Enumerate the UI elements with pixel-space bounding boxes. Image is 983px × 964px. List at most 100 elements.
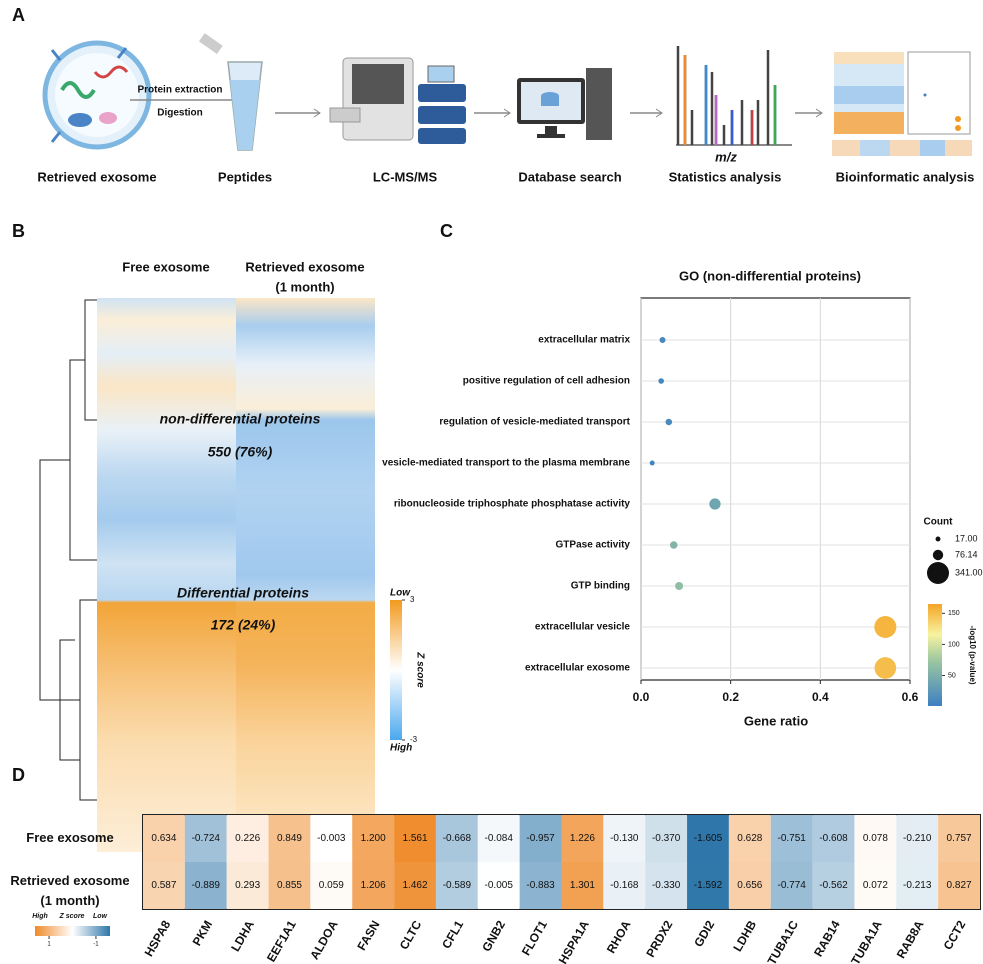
x-tick-label: LDHB — [730, 918, 759, 954]
annotation: Differential proteins — [177, 585, 309, 601]
arrow-label: Digestion — [157, 108, 203, 119]
colorbar-end: Low — [390, 588, 411, 599]
y-tick-label: extracellular matrix — [538, 335, 630, 346]
cell-label: 1.200 — [361, 833, 386, 844]
x-tick-label: 0.0 — [633, 690, 650, 704]
heat-cell — [728, 815, 771, 862]
heat-cell — [645, 862, 688, 909]
cell-label: 0.757 — [947, 833, 972, 844]
x-tick-label: CFL1 — [439, 918, 466, 951]
heat-cell — [603, 815, 646, 862]
colorbar-label: Low — [93, 913, 108, 920]
heat-cell — [603, 862, 646, 909]
y-tick-label: extracellular exosome — [525, 663, 630, 674]
x-tick-label: PKM — [190, 918, 215, 948]
heat-cell — [812, 862, 855, 909]
panel-label: B — [12, 221, 25, 241]
cell-label: -0.608 — [819, 833, 848, 844]
x-tick-label: RHOA — [604, 918, 634, 956]
cell-label: -0.774 — [777, 880, 806, 891]
heat-cell — [352, 862, 395, 909]
y-tick-label: regulation of vesicle-mediated transport — [439, 417, 630, 428]
dot — [658, 378, 664, 384]
size-legend-dot — [935, 536, 941, 542]
heat-cell — [226, 815, 269, 862]
x-tick-label: CCT2 — [941, 918, 969, 952]
cell-label: 0.849 — [277, 833, 302, 844]
heatmap-b — [39, 298, 375, 852]
row-label: (1 month) — [40, 893, 99, 908]
colorbar-tick-label: 150 — [948, 610, 960, 617]
dot — [665, 418, 673, 426]
dot — [659, 337, 666, 343]
x-tick-label: GNB2 — [479, 918, 508, 954]
step-label: Bioinformatic analysis — [836, 169, 975, 184]
x-tick-label: PRDX2 — [643, 918, 675, 960]
y-tick-label: ribonucleoside triphosphate phosphatase … — [394, 499, 631, 510]
panel-label: C — [440, 221, 453, 241]
heat-cell — [519, 862, 562, 909]
cell-label: -0.168 — [610, 880, 639, 891]
heat-cell — [352, 815, 395, 862]
x-tick-label: 0.4 — [812, 690, 829, 704]
dot — [874, 657, 897, 679]
cell-label: 0.293 — [235, 880, 260, 891]
x-tick-label: HSPA8 — [142, 918, 174, 959]
y-tick-label: positive regulation of cell adhesion — [463, 376, 630, 387]
heat-cell — [477, 815, 520, 862]
heat-cell — [310, 862, 353, 909]
column-label: Retrieved exosome — [245, 259, 364, 274]
dot — [649, 460, 655, 466]
heat-cell — [310, 815, 353, 862]
colorbar-end: High — [390, 743, 412, 754]
cell-label: -0.330 — [652, 880, 681, 891]
heat-cell — [143, 862, 185, 909]
cell-label: -1.592 — [694, 880, 723, 891]
heat-cell — [143, 815, 185, 862]
cell-label: 0.587 — [151, 880, 176, 891]
cell-label: 1.301 — [570, 880, 595, 891]
column-label: (1 month) — [275, 279, 334, 294]
cell-label: -0.370 — [652, 833, 681, 844]
colorbar-tick-label: 1 — [47, 942, 51, 948]
cell-label: 1.206 — [361, 880, 386, 891]
cell-label: 0.072 — [863, 880, 888, 891]
heat-cell — [519, 815, 562, 862]
heat-cell — [561, 815, 604, 862]
cell-label: 0.059 — [319, 880, 344, 891]
x-tick-label: LDHA — [228, 918, 257, 954]
heat-cell — [226, 862, 269, 909]
cell-label: -0.589 — [443, 880, 472, 891]
colorbar — [35, 926, 110, 936]
cell-label: -0.003 — [317, 833, 346, 844]
cell-label: -1.605 — [694, 833, 723, 844]
heat-cell — [687, 815, 729, 862]
colorbar-tick-label: -1 — [93, 942, 99, 948]
cell-label: 1.226 — [570, 833, 595, 844]
x-tick-label: TUBA1A — [848, 918, 885, 964]
colorbar-label: Z score — [414, 651, 425, 688]
colorbar-tick-label: 3 — [410, 595, 415, 604]
y-tick-label: extracellular vesicle — [535, 622, 631, 633]
heat-cell — [896, 815, 939, 862]
heat-cell — [561, 862, 604, 909]
heat-cell — [394, 862, 436, 909]
heat-cell — [435, 815, 478, 862]
dot — [675, 582, 684, 590]
annotation: non-differential proteins — [160, 411, 321, 427]
heat-cell — [268, 815, 311, 862]
heat-cell — [728, 862, 771, 909]
cell-label: 0.656 — [737, 880, 762, 891]
cell-label: 0.628 — [737, 833, 762, 844]
chart-title: GO (non-differential proteins) — [679, 268, 861, 283]
cell-label: -0.210 — [903, 833, 932, 844]
cell-label: -0.213 — [903, 880, 932, 891]
colorbar — [928, 604, 942, 706]
heat-cell — [435, 862, 478, 909]
step-label: Retrieved exosome — [37, 169, 156, 184]
x-tick-label: HSPA1A — [556, 918, 592, 964]
panel-label: A — [12, 5, 25, 25]
column-label: Free exosome — [122, 259, 209, 274]
workflow-icons — [42, 33, 972, 156]
